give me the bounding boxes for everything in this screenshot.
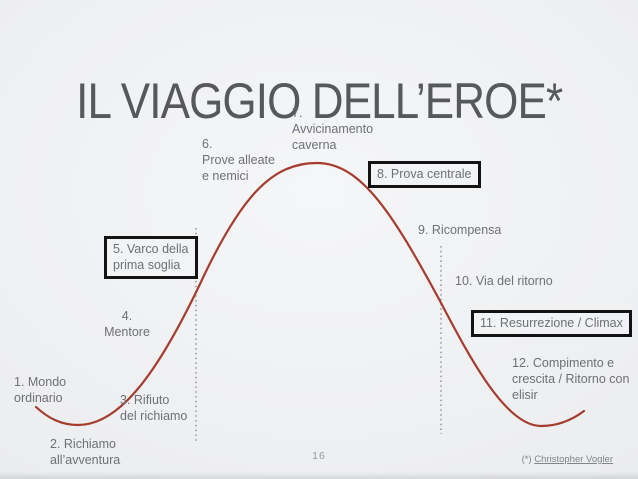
hero-journey-curve xyxy=(34,161,586,428)
slide-title-text: IL VIAGGIO DELL’EROE* xyxy=(75,72,563,129)
footnote-prefix: (*) xyxy=(521,454,532,465)
page-number: 16 xyxy=(312,450,326,462)
footnote-link[interactable]: Christopher Vogler xyxy=(534,454,613,465)
stage-8-prova-centrale: 8. Prova centrale xyxy=(368,161,481,188)
stage-3-rifiuto-richiamo: 3. Rifiuto del richiamo xyxy=(120,393,188,423)
stage-6-prove-alleate-nemici: 6. Prove alleate e nemici xyxy=(202,137,275,183)
stage-9-ricompensa: 9. Ricompensa xyxy=(418,223,502,237)
stage-2-richiamo-avventura: 2. Richiamo all’avventura xyxy=(50,437,121,467)
stage-4-mentore: 4. Mentore xyxy=(104,309,150,339)
stage-10-via-del-ritorno: 10. Via del ritorno xyxy=(455,274,553,288)
stage-7-avvicinamento-caverna: 7. Avvicinamento caverna xyxy=(292,106,374,152)
stage-11-resurrezione-climax: 11. Resurrezione / Climax xyxy=(471,310,632,337)
footnote: (*) Christopher Vogler xyxy=(522,454,613,465)
stage-5-varco-prima-soglia: 5. Varco della prima soglia xyxy=(104,236,198,279)
stage-1-mondo-ordinario: 1. Mondo ordinario xyxy=(14,375,67,405)
slide-title: IL VIAGGIO DELL’EROE* xyxy=(0,76,638,126)
stage-12-ritorno-con-elisir: 12. Compimento e crescita / Ritorno con … xyxy=(512,356,630,402)
